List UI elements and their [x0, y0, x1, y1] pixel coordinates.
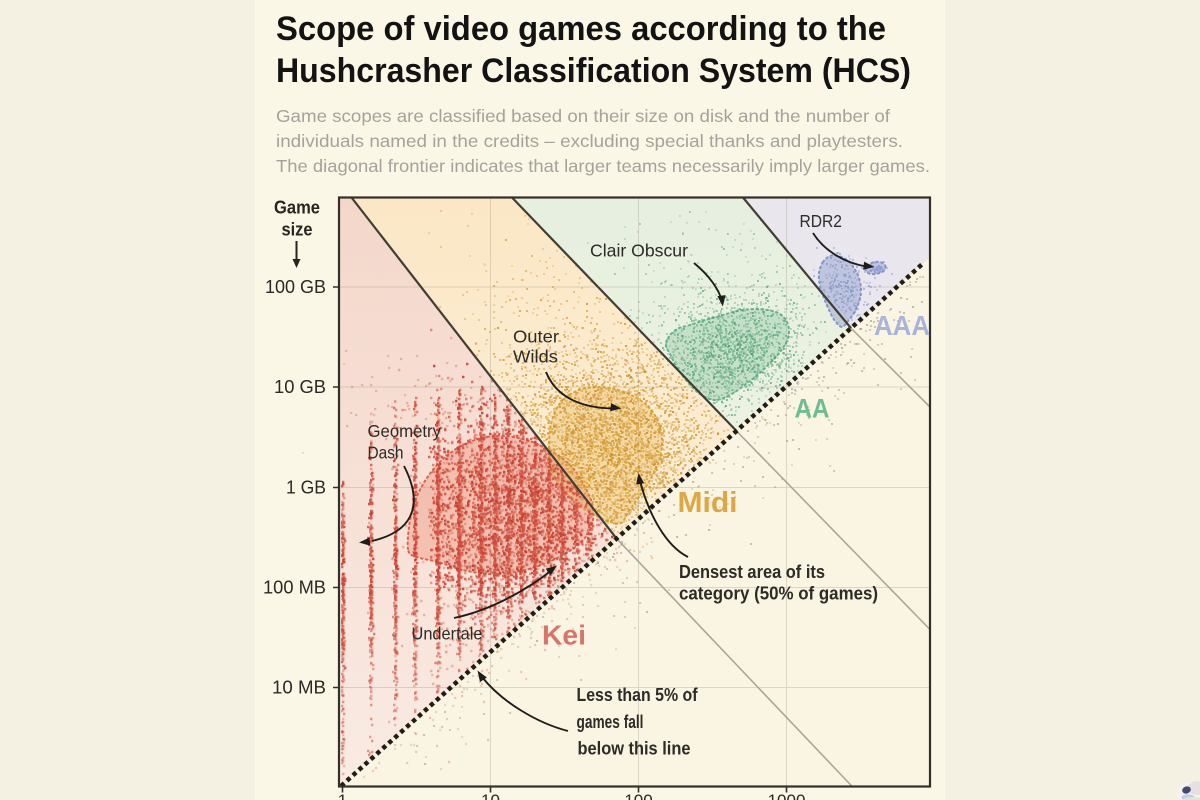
svg-text:AAA: AAA [874, 310, 930, 341]
svg-text:AA: AA [795, 394, 830, 424]
svg-text:Game: Game [274, 197, 320, 218]
svg-text:Wilds: Wilds [513, 347, 558, 367]
svg-text:category (50% of games): category (50% of games) [679, 583, 878, 604]
svg-text:Less than 5% of: Less than 5% of [577, 684, 699, 705]
svg-text:10 MB: 10 MB [272, 678, 326, 698]
svg-text:1000: 1000 [768, 791, 806, 800]
svg-text:Densest area of its: Densest area of its [679, 561, 825, 582]
svg-text:Midi: Midi [678, 487, 738, 519]
svg-text:100: 100 [624, 791, 652, 800]
svg-text:games fall: games fall [577, 711, 644, 732]
svg-text:Game scopes are classified bas: Game scopes are classified based on thei… [276, 106, 890, 126]
svg-text:individuals named in the credi: individuals named in the credits – exclu… [276, 131, 903, 151]
svg-text:Kei: Kei [542, 620, 586, 651]
svg-text:100 GB: 100 GB [265, 277, 326, 297]
svg-text:Hushcrasher Classification Sys: Hushcrasher Classification System (HCS) [276, 52, 911, 90]
svg-text:Undertale: Undertale [412, 624, 483, 644]
svg-text:100 MB: 100 MB [263, 578, 326, 598]
svg-text:Geometry: Geometry [368, 421, 442, 441]
svg-text:1: 1 [338, 791, 347, 800]
svg-text:10: 10 [481, 791, 500, 800]
svg-text:Clair Obscur: Clair Obscur [590, 241, 688, 261]
svg-text:The diagonal frontier indicate: The diagonal frontier indicates that lar… [276, 156, 930, 176]
svg-text:RDR2: RDR2 [800, 211, 843, 231]
svg-text:below this line: below this line [578, 738, 691, 759]
svg-text:Scope of video games according: Scope of video games according to the [276, 10, 886, 48]
svg-text:Dash: Dash [368, 443, 404, 463]
svg-text:Outer: Outer [513, 327, 559, 347]
svg-text:1 GB: 1 GB [286, 478, 326, 498]
svg-text:10 GB: 10 GB [274, 377, 326, 397]
svg-text:size: size [282, 219, 313, 240]
